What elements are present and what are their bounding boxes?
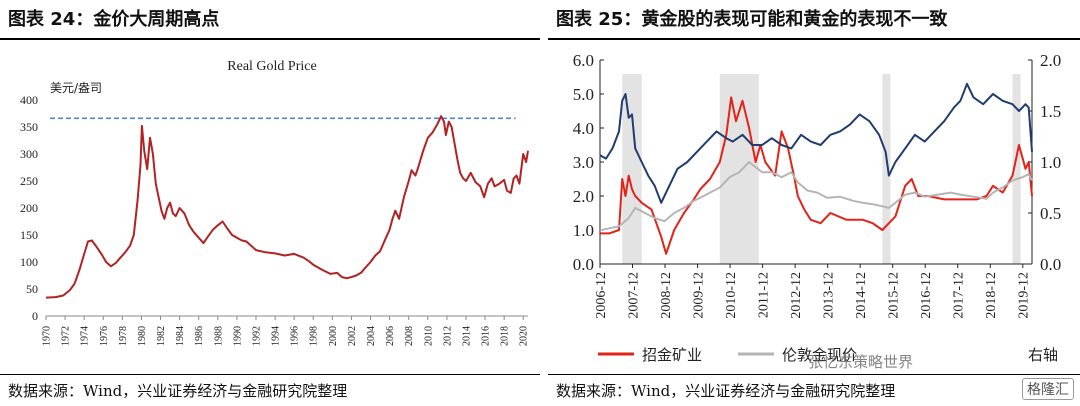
y-right-tick-label: 2.0 [1040,51,1061,70]
chart-title: Real Gold Price [227,59,316,74]
y-tick-label: 250 [20,174,38,188]
right-source-rule [548,374,1080,375]
x-tick-label: 2004 [366,326,377,346]
x-tick-label: 1986 [194,326,205,346]
x-tick-label: 1998 [309,326,320,346]
right-title-rule [548,38,1080,40]
x-tick-label: 2006-12 [594,272,609,319]
y-left-tick-label: 2.0 [573,187,594,206]
watermark: 张忆东策略世界 [808,353,914,371]
y-right-tick-label: 0.0 [1040,255,1061,274]
y-right-tick-label: 0.5 [1040,204,1061,223]
x-tick-label: 2010 [423,326,434,346]
y-tick-label: 50 [26,282,38,296]
x-tick-label: 1994 [271,326,282,346]
x-tick-label: 2010-12 [724,272,739,319]
stock-price-line [600,96,1033,255]
left-source-rule [0,374,540,375]
y-right-tick-label: 1.0 [1040,153,1061,172]
x-tick-label: 1988 [213,326,224,346]
site-logo: 格隆汇 [1022,378,1074,400]
y-right-tick-label: 1.5 [1040,102,1061,121]
y-left-tick-label: 1.0 [573,221,594,240]
y-left-tick-label: 5.0 [573,85,594,104]
y-tick-label: 300 [20,147,38,161]
shaded-period [622,74,642,264]
x-tick-label: 2008 [404,326,415,346]
y-axis-unit-label: 美元/盎司 [50,81,102,95]
legend-label-gold: 伦敦金现价 [782,346,857,364]
left-panel-title: 图表 24：金价大周期高点 [8,9,220,30]
x-tick-label: 2002 [347,326,358,346]
x-tick-label: 2019-12 [1017,272,1032,319]
x-tick-label: 2018-12 [984,272,999,319]
x-tick-label: 1984 [175,326,186,346]
real-gold-price-chart: Real Gold Price 美元/盎司 0 50 100 150 200 250 300 35… [20,59,530,346]
x-tick-label: 2014 [461,326,472,346]
x-tick-label: 2012-12 [789,272,804,319]
x-tick-label: 1976 [99,326,110,346]
shaded-period [882,74,891,264]
third-series-line [599,82,1033,204]
y-left-tick-label: 0.0 [573,255,594,274]
real-gold-price-line [45,115,529,299]
y-tick-label: 0 [32,309,38,323]
x-tick-label: 1972 [61,326,72,346]
x-tick-label: 2016-12 [919,272,934,319]
shaded-period [1012,74,1021,264]
x-tick-label: 2006 [385,326,396,346]
y-tick-label: 400 [20,93,38,107]
left-title-rule [0,38,540,40]
x-tick-label: 1980 [137,326,148,346]
x-tick-label: 1982 [156,326,167,346]
x-tick-label: 2016 [481,326,492,346]
x-tick-label: 2014-12 [854,272,869,319]
x-tick-label: 2013-12 [822,272,837,319]
right-source-note: 数据来源：Wind，兴业证券经济与金融研究院整理 [556,382,896,400]
left-panel: 图表 24：金价大周期高点 Real Gold Price 美元/盎司 0 50 100… [0,9,540,400]
x-tick-label: 1996 [290,326,301,346]
x-tick-label: 2011-12 [757,272,772,318]
y-left-tick-label: 3.0 [573,153,594,172]
x-tick-label: 2009-12 [691,272,706,319]
y-left-tick-label: 6.0 [573,51,594,70]
x-tick-label: 1978 [118,326,129,346]
x-tick-label: 2007-12 [626,272,641,319]
y-tick-label: 350 [20,120,38,134]
x-tick-label: 1990 [232,326,243,346]
shaded-period [719,74,759,264]
x-tick-label: 2015-12 [887,272,902,319]
y-tick-label: 200 [20,201,38,215]
x-tick-label: 2000 [328,326,339,346]
legend-label-stock: 招金矿业 [642,346,702,364]
x-tick-label: 2020 [519,326,530,346]
y-left-tick-label: 4.0 [573,119,594,138]
x-tick-label: 2018 [500,326,511,346]
y-tick-label: 150 [20,228,38,242]
x-tick-label: 2008-12 [659,272,674,319]
right-panel: 图表 25：黄金股的表现可能和黄金的表现不一致 0.0 1.0 2.0 3.0 4.0 5… [548,0,1080,406]
y-tick-label: 100 [20,255,38,269]
x-tick-label: 1970 [42,326,53,346]
gold-spot-price-line [599,161,1033,232]
x-tick-label: 2012 [442,326,453,346]
x-tick-label: 1974 [80,326,91,346]
legend-axis-note: 右轴 [1028,346,1058,364]
x-tick-label: 2017-12 [952,272,967,319]
left-source-note: 数据来源：Wind，兴业证券经济与金融研究院整理 [8,382,348,400]
x-tick-label: 1992 [251,326,262,346]
right-panel-title: 图表 25：黄金股的表现可能和黄金的表现不一致 [556,9,948,30]
gold-stock-vs-gold-chart: 0.0 1.0 2.0 3.0 4.0 5.0 6.0 0.0 0.5 1.0 1.5 2.0 2006… [573,51,1062,364]
